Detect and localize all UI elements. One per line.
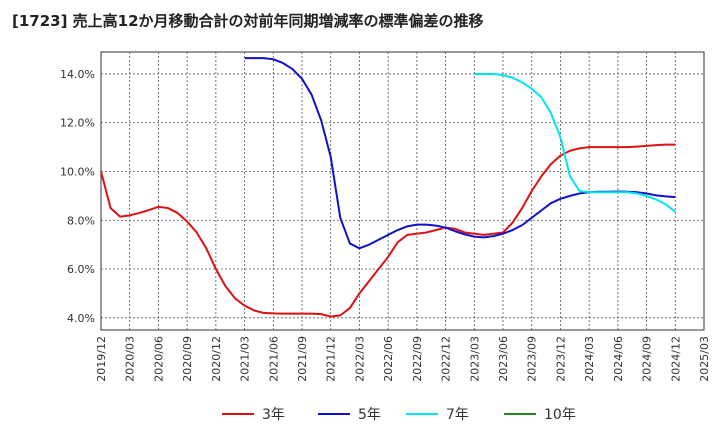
x-tick-label: 2023/03 bbox=[468, 336, 481, 382]
x-tick-label: 2020/09 bbox=[181, 336, 194, 382]
legend-label-3: 7年 bbox=[446, 407, 469, 423]
x-tick-label: 2021/12 bbox=[325, 336, 338, 382]
legend-label-4: 10年 bbox=[544, 407, 576, 423]
chart-title: [1723] 売上高12か月移動合計の対前年同期増減率の標準偏差の推移 bbox=[12, 12, 484, 30]
y-tick-label: 4.0% bbox=[67, 312, 95, 325]
x-tick-label: 2019/12 bbox=[95, 336, 108, 382]
y-tick-label: 12.0% bbox=[60, 117, 95, 130]
legend-label-1: 3年 bbox=[262, 407, 285, 423]
x-tick-label: 2020/12 bbox=[210, 336, 223, 382]
grid-layer bbox=[101, 52, 704, 330]
y-tick-label: 10.0% bbox=[60, 165, 95, 178]
x-tick-label: 2024/09 bbox=[641, 336, 654, 382]
legend: 3年 5年 7年 10年 bbox=[222, 407, 576, 423]
x-tick-label: 2022/06 bbox=[382, 336, 395, 382]
series-line-1 bbox=[100, 143, 676, 318]
x-tick-label: 2024/03 bbox=[583, 336, 596, 382]
x-tick-labels: 2019/12 2020/03 2020/06 2020/09 2020/12 2021/… bbox=[95, 336, 711, 382]
x-tick-label: 2021/06 bbox=[267, 336, 280, 382]
x-tick-label: 2020/03 bbox=[124, 336, 137, 382]
x-tick-label: 2025/03 bbox=[698, 336, 711, 382]
series-line-3 bbox=[474, 72, 676, 213]
legend-label-2: 5年 bbox=[358, 407, 381, 423]
x-tick-label: 2024/12 bbox=[669, 336, 682, 382]
x-tick-label: 2022/09 bbox=[411, 336, 424, 382]
x-tick-label: 2023/09 bbox=[526, 336, 539, 382]
series-layer bbox=[100, 57, 676, 318]
x-tick-label: 2023/12 bbox=[554, 336, 567, 382]
x-tick-label: 2022/12 bbox=[440, 336, 453, 382]
x-tick-label: 2021/09 bbox=[296, 336, 309, 382]
x-tick-label: 2024/06 bbox=[612, 336, 625, 382]
y-tick-label: 14.0% bbox=[60, 68, 95, 81]
x-tick-label: 2023/06 bbox=[497, 336, 510, 382]
x-tick-label: 2021/03 bbox=[239, 336, 252, 382]
y-tick-label: 8.0% bbox=[67, 214, 95, 227]
x-tick-label: 2022/03 bbox=[353, 336, 366, 382]
y-tick-label: 6.0% bbox=[67, 263, 95, 276]
x-tick-label: 2020/06 bbox=[152, 336, 165, 382]
y-tick-labels: 4.0% 6.0% 8.0% 10.0% 12.0% 14.0% bbox=[60, 68, 95, 325]
